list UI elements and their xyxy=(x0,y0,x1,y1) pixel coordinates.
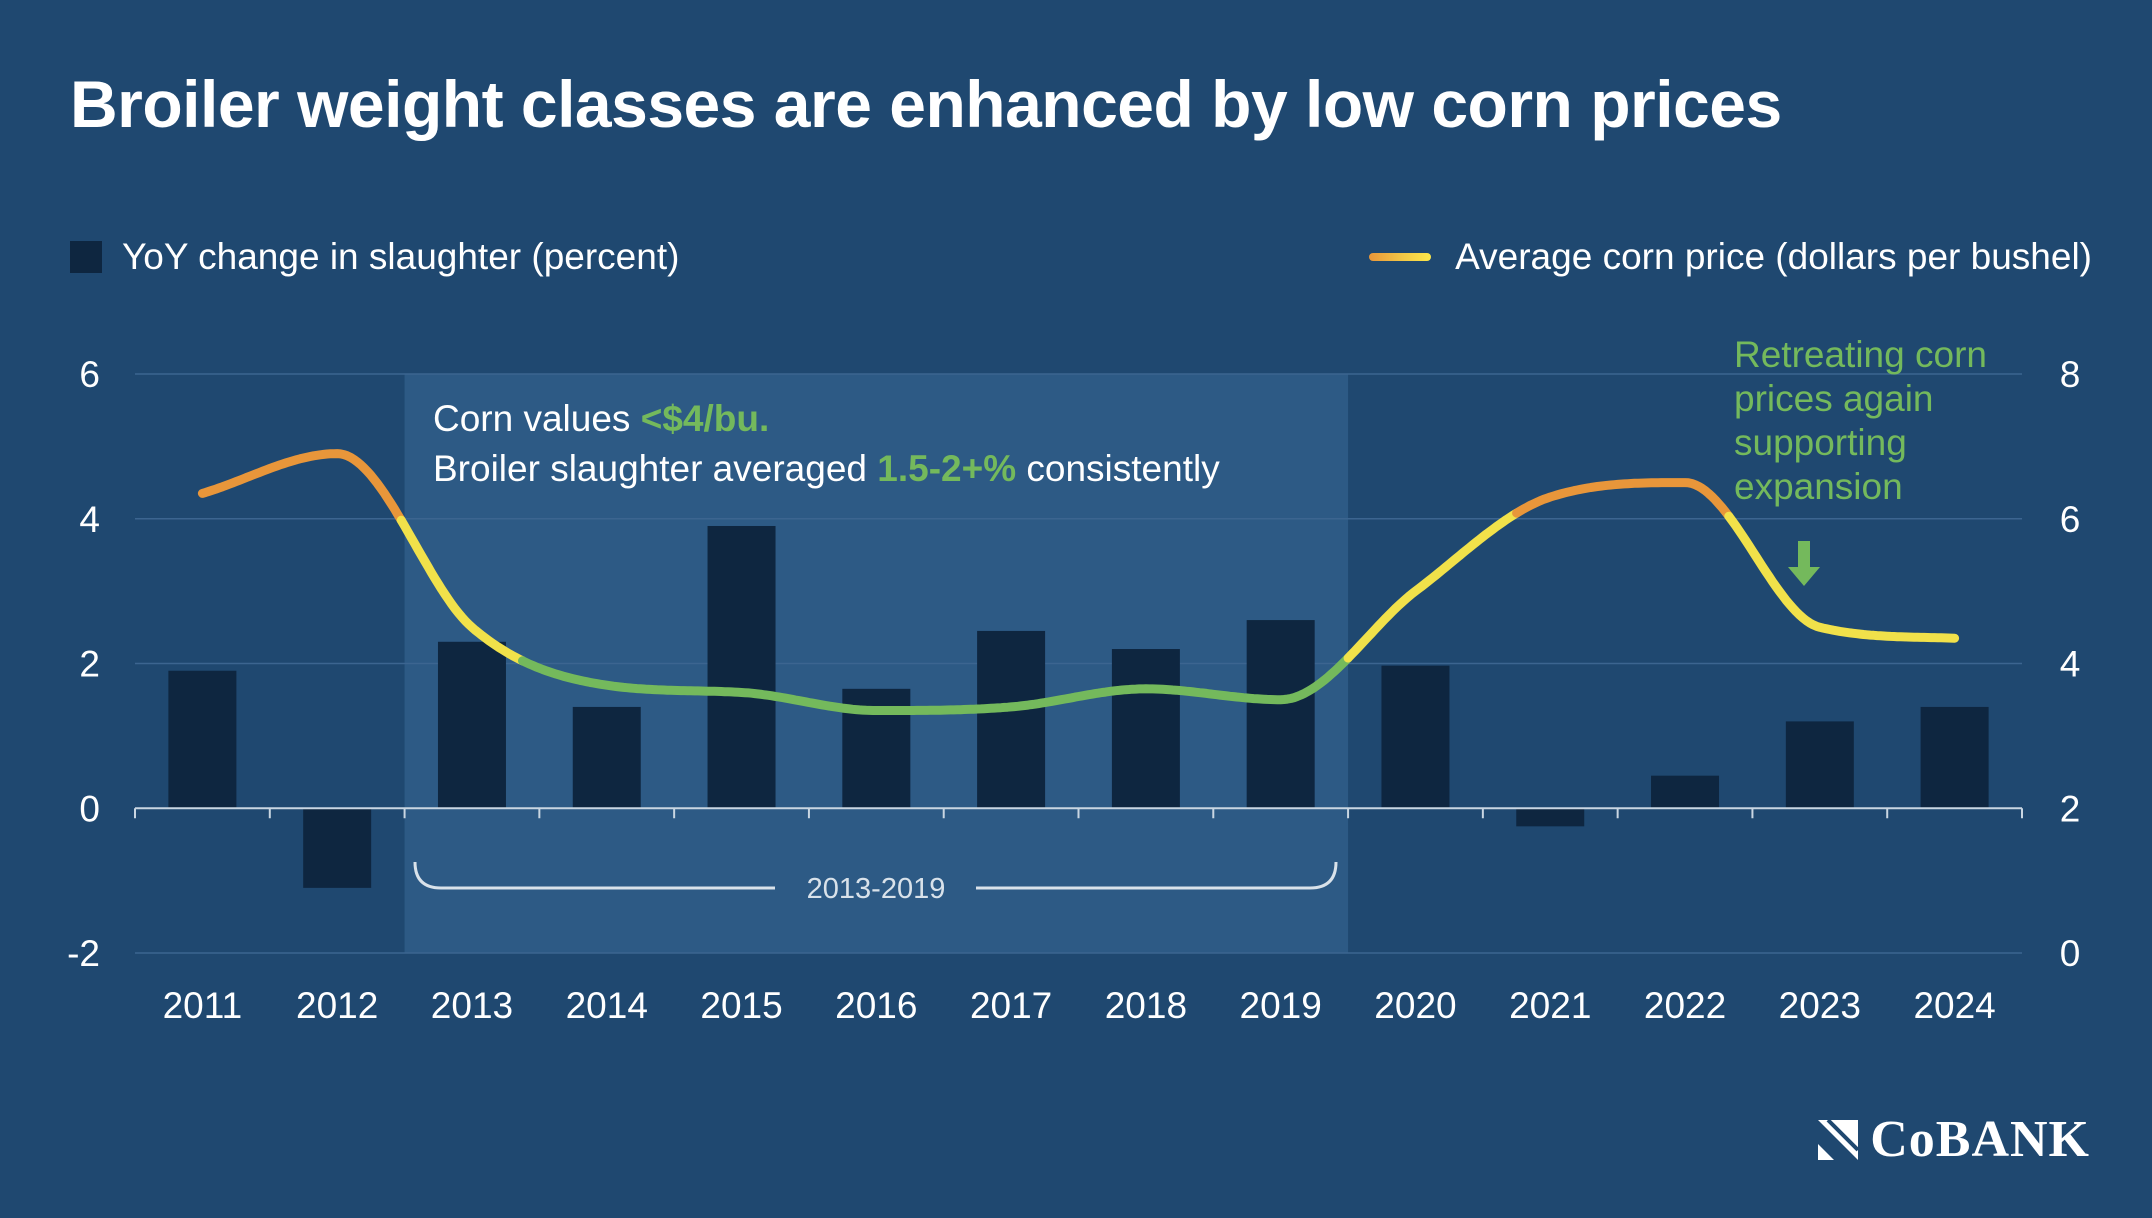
bar-2014 xyxy=(572,706,641,809)
down-arrow-icon xyxy=(1788,541,1820,586)
bracket-left xyxy=(413,861,775,890)
annotation-line-2: Broiler slaughter averaged 1.5-2+% consi… xyxy=(433,448,1220,489)
legend-bars: YoY change in slaughter (percent) xyxy=(70,236,679,278)
bar-2020 xyxy=(1381,665,1450,809)
x-tick-label: 2012 xyxy=(296,985,378,1026)
bar-2011 xyxy=(168,670,237,809)
bar-series xyxy=(168,525,1989,888)
corn-price-line-segment xyxy=(1724,511,1960,643)
y-axis-right: 0 2 4 6 8 xyxy=(2060,354,2081,974)
y-right-tick-label: 2 xyxy=(2060,788,2081,829)
x-axis: 2011 2012 2013 2014 2015 2016 2017 2018 2019 2020… xyxy=(134,807,2023,1026)
cobank-mark-icon xyxy=(1818,1118,1860,1160)
callout: Retreating corn prices again supporting … xyxy=(1734,334,1987,586)
bar-2022 xyxy=(1651,775,1720,809)
y-right-tick-label: 0 xyxy=(2060,933,2081,974)
legend-bars-label: YoY change in slaughter (percent) xyxy=(122,236,680,277)
x-tick-label: 2017 xyxy=(970,985,1052,1026)
bracket-right xyxy=(976,861,1338,890)
x-tick-label: 2014 xyxy=(566,985,648,1026)
x-tick-label: 2018 xyxy=(1105,985,1187,1026)
x-tick-label: 2021 xyxy=(1509,985,1591,1026)
callout-line-1: Retreating corn xyxy=(1734,334,1987,375)
legend-line-label: Average corn price (dollars per bushel) xyxy=(1455,236,2092,277)
corn-price-line-segment xyxy=(1343,508,1522,663)
x-tick-label: 2022 xyxy=(1644,985,1726,1026)
x-tick-label: 2016 xyxy=(835,985,917,1026)
bracket-label: 2013-2019 xyxy=(807,873,946,905)
y-left-tick-label: 4 xyxy=(79,499,100,540)
y-right-tick-label: 4 xyxy=(2060,644,2081,685)
x-tick-label: 2011 xyxy=(163,985,243,1026)
bar-2018 xyxy=(1111,649,1180,809)
legend-line: Average corn price (dollars per bushel) xyxy=(1369,236,2092,278)
callout-line-4: expansion xyxy=(1734,466,1903,507)
chart-title: Broiler weight classes are enhanced by l… xyxy=(70,67,1782,141)
legend-line-swatch xyxy=(1369,253,1432,261)
y-left-tick-label: 0 xyxy=(79,788,100,829)
cobank-wordmark: CoBANK xyxy=(1870,1111,2090,1168)
line-series xyxy=(197,449,1960,715)
y-left-tick-label: 2 xyxy=(79,644,100,685)
cobank-logo: CoBANK xyxy=(1814,1110,2090,1169)
bar-2019 xyxy=(1246,620,1315,809)
x-tick-label: 2015 xyxy=(700,985,782,1026)
y-left-tick-label: -2 xyxy=(67,933,100,974)
x-tick-label: 2023 xyxy=(1779,985,1861,1026)
corn-price-line-segment xyxy=(396,515,527,666)
x-tick-label: 2019 xyxy=(1240,985,1322,1026)
x-tick-label: 2013 xyxy=(431,985,513,1026)
bar-2017 xyxy=(977,630,1046,809)
y-right-tick-label: 6 xyxy=(2060,499,2081,540)
legend-bar-swatch xyxy=(70,241,102,273)
y-right-tick-label: 8 xyxy=(2060,354,2081,395)
bar-2023 xyxy=(1785,721,1854,809)
x-tick-label: 2024 xyxy=(1913,985,1995,1026)
y-left-tick-label: 6 xyxy=(79,354,100,395)
bar-2021 xyxy=(1516,808,1585,827)
callout-line-3: supporting xyxy=(1734,422,1907,463)
y-axis-left: -2 0 2 4 6 xyxy=(67,354,100,974)
bar-2013 xyxy=(437,641,506,809)
corn-price-line-segment xyxy=(197,449,406,525)
bar-2015 xyxy=(707,525,776,809)
callout-line-2: prices again xyxy=(1734,378,1934,419)
bar-2024 xyxy=(1920,706,1989,809)
x-tick-label: 2020 xyxy=(1374,985,1456,1026)
bar-2012 xyxy=(303,808,372,888)
corn-price-line-segment xyxy=(518,653,1353,715)
corn-price-line-segment xyxy=(1512,478,1734,521)
annotation-line-1: Corn values <$4/bu. xyxy=(433,398,769,439)
